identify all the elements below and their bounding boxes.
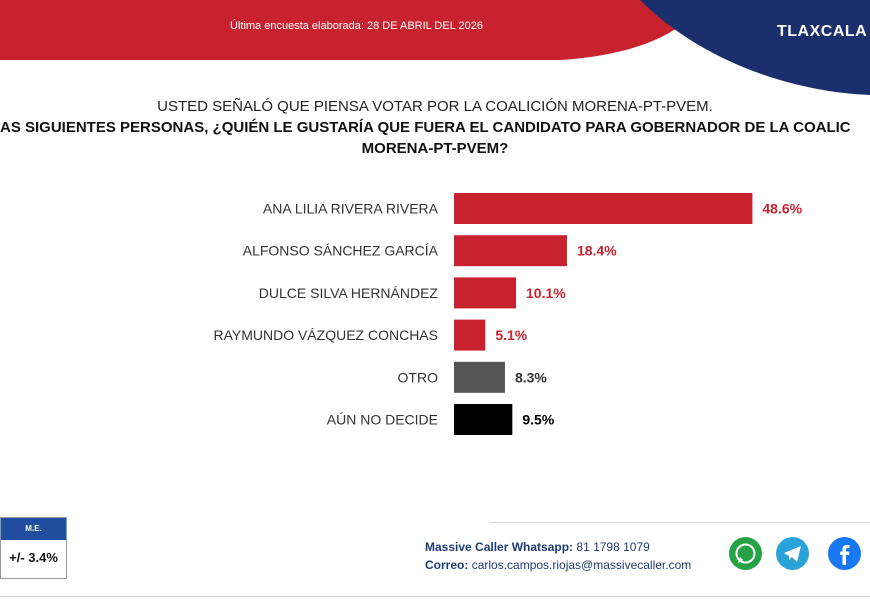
category-label-1: ALFONSO SÁNCHEZ GARCÍA [243, 243, 439, 259]
whatsapp-icon[interactable] [729, 537, 762, 570]
whatsapp-number[interactable]: 81 1798 1079 [576, 540, 650, 554]
category-label-0: ANA LILIA RIVERA RIVERA [263, 201, 439, 217]
value-label-0: 48.6% [762, 201, 802, 217]
value-label-3: 5.1% [495, 327, 527, 343]
bar-chart: ANA LILIA RIVERA RIVERA 48.6% ALFONSO SÁNC… [213, 193, 803, 435]
value-label-1: 18.4% [577, 243, 617, 259]
facebook-icon[interactable] [828, 537, 861, 570]
telegram-icon[interactable] [776, 537, 809, 570]
question-line-3: MORENA-PT-PVEM? [361, 140, 509, 157]
email-contact: Correo: carlos.campos.riojas@massivecall… [425, 558, 691, 572]
whatsapp-contact: Massive Caller Whatsapp: 81 1798 1079 [425, 540, 650, 554]
state-name: TLAXCALA [777, 23, 868, 40]
category-label-2: DULCE SILVA HERNÁNDEZ [259, 285, 439, 301]
value-label-2: 10.1% [526, 285, 566, 301]
bar-2 [454, 277, 517, 309]
bottom-divider [0, 596, 870, 597]
footer-divider [490, 522, 870, 523]
value-label-5: 9.5% [522, 412, 554, 428]
margin-error-label: M.E. [1, 518, 66, 540]
margin-error-box: M.E. +/- 3.4% [0, 517, 67, 579]
bar-0 [454, 193, 753, 224]
category-label-3: RAYMUNDO VÁZQUEZ CONCHAS [213, 327, 438, 343]
whatsapp-label: Massive Caller Whatsapp: [425, 540, 574, 554]
email-address[interactable]: carlos.campos.riojas@massivecaller.com [471, 558, 692, 572]
survey-date: Última encuesta elaborada: 28 DE ABRIL D… [230, 20, 483, 32]
bar-3 [454, 319, 486, 351]
email-label: Correo: [425, 558, 469, 572]
margin-error-value: +/- 3.4% [9, 550, 58, 565]
header-banner [0, 0, 870, 95]
bar-4 [454, 361, 505, 393]
value-label-4: 8.3% [515, 369, 547, 385]
category-label-4: OTRO [398, 369, 439, 385]
bar-5 [454, 404, 513, 435]
bar-1 [454, 235, 567, 267]
category-label-5: AÚN NO DECIDE [327, 412, 438, 428]
question-line-2: AS SIGUIENTES PERSONAS, ¿QUIÉN LE GUSTAR… [0, 119, 851, 136]
question-line-1: USTED SEÑALÓ QUE PIENSA VOTAR POR LA COA… [157, 98, 713, 115]
